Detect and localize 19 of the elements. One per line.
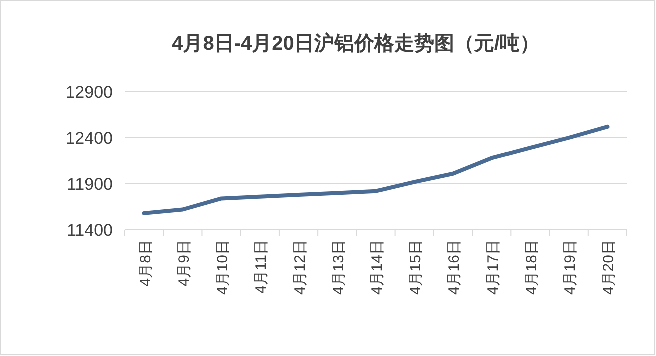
y-tick-label: 11900 bbox=[66, 175, 113, 194]
x-tick-label: 4月8日 bbox=[137, 240, 154, 287]
y-tick-label: 12900 bbox=[66, 83, 113, 102]
x-tick-label: 4月15日 bbox=[408, 240, 425, 296]
x-tick-label: 4月9日 bbox=[176, 240, 193, 287]
x-tick-label: 4月12日 bbox=[292, 240, 309, 296]
x-tick-label: 4月20日 bbox=[600, 240, 618, 296]
x-tick-label: 4月13日 bbox=[330, 240, 348, 296]
line-series bbox=[142, 124, 610, 216]
x-tick-label: 4月14日 bbox=[369, 240, 386, 296]
x-tick-label: 4月17日 bbox=[484, 240, 502, 296]
x-tick-label: 4月19日 bbox=[562, 240, 580, 296]
x-tick-label: 4月11日 bbox=[253, 240, 270, 294]
y-tick-label: 11400 bbox=[66, 221, 113, 240]
x-tick-label: 4月10日 bbox=[214, 240, 232, 296]
y-tick-label: 12400 bbox=[66, 129, 113, 148]
x-tick-label: 4月18日 bbox=[523, 240, 540, 296]
chart-title: 4月8日-4月20日沪铝价格走势图（元/吨） bbox=[172, 32, 540, 55]
x-tick-label: 4月16日 bbox=[446, 240, 464, 296]
